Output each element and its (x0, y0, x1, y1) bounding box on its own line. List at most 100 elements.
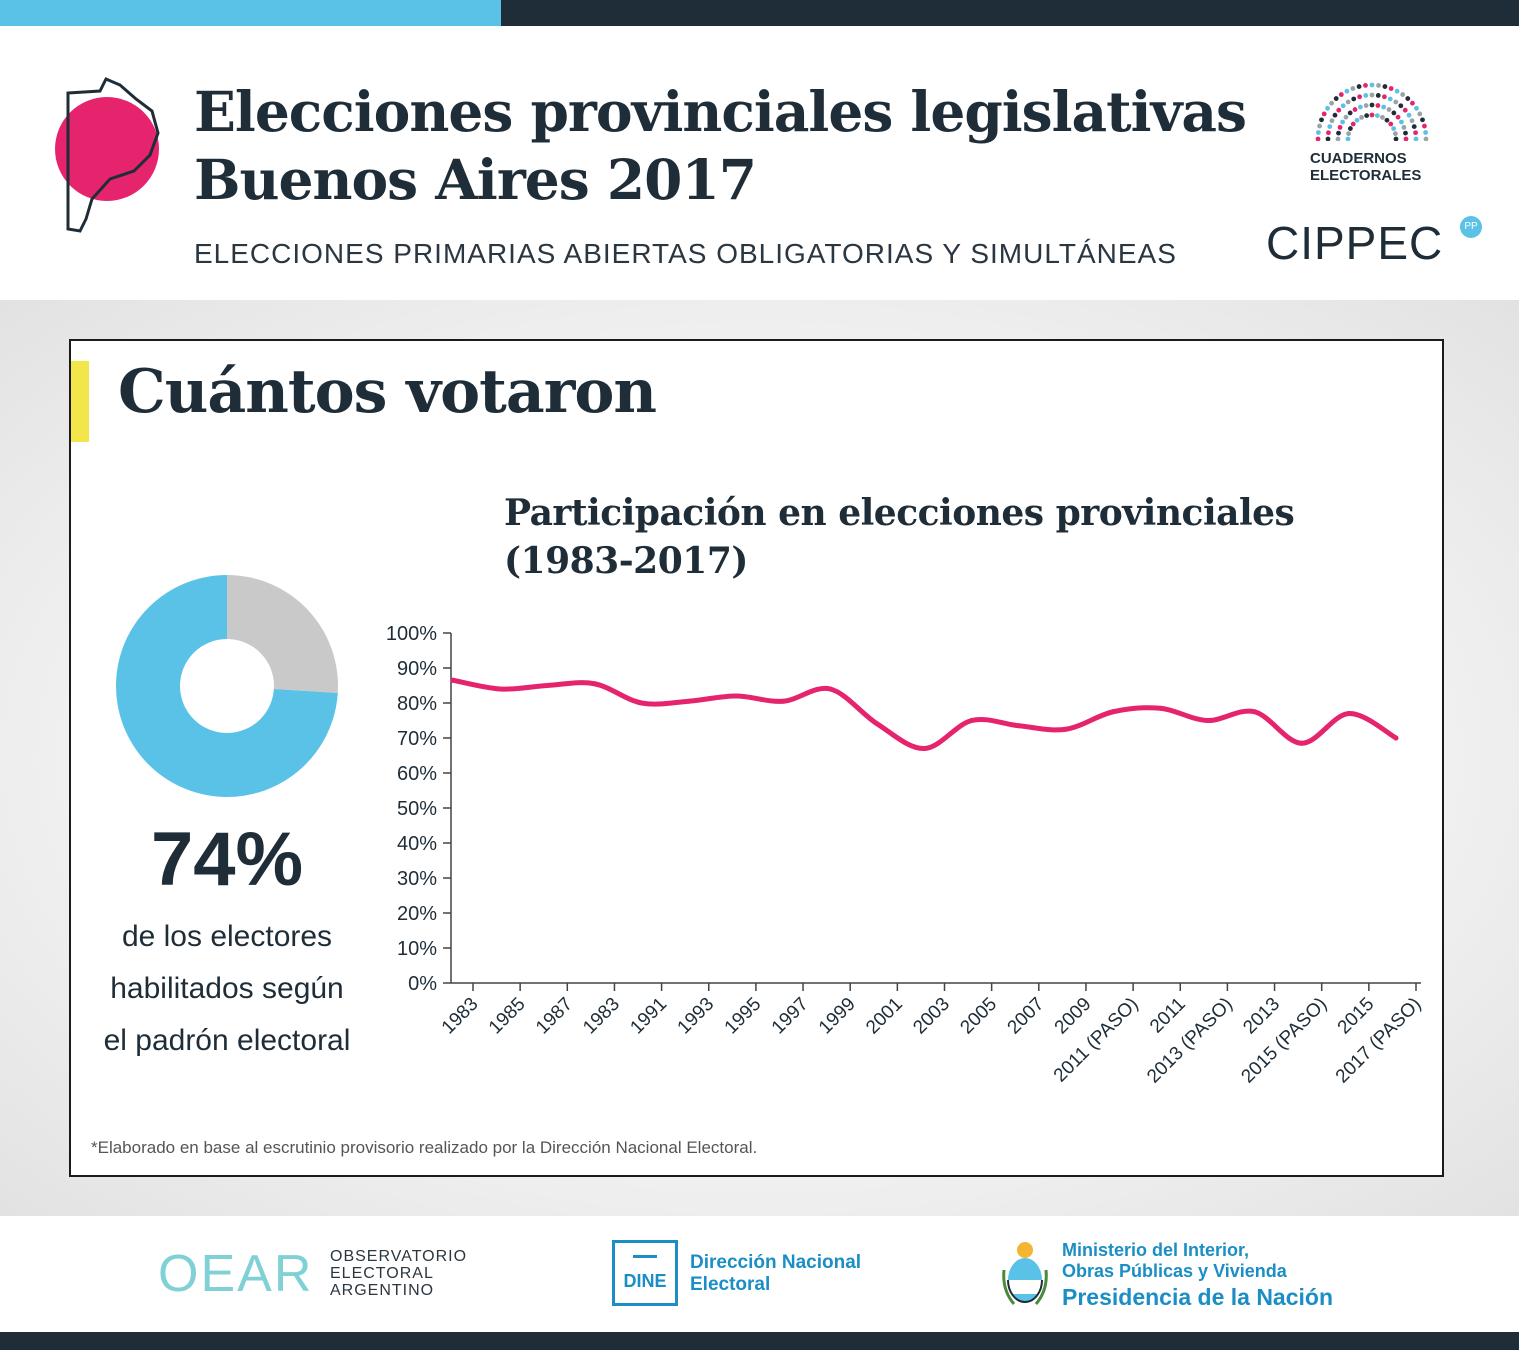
y-tick-label: 90% (397, 658, 437, 680)
oear-line-1: OBSERVATORIO (330, 1248, 468, 1265)
top-bar-light-segment (0, 0, 501, 26)
cuadernos-dot (1335, 136, 1341, 141)
national-shield-icon (1002, 1242, 1048, 1305)
cuadernos-dot (1374, 113, 1380, 119)
cuadernos-dot (1354, 117, 1360, 123)
dine-logo-text: DINE (623, 1271, 667, 1291)
data-point (1110, 709, 1116, 715)
cuadernos-dot (1352, 107, 1358, 112)
data-point (969, 718, 975, 723)
cuadernos-dot (1325, 105, 1330, 111)
x-tick-label: 2011 (PASO) (1050, 994, 1143, 1087)
cuadernos-dot (1343, 114, 1349, 120)
cippec-badge-icon: PP (1460, 216, 1482, 238)
cuadernos-dot (1393, 136, 1399, 141)
cuadernos-dot (1363, 103, 1369, 108)
data-point (1016, 723, 1022, 729)
cuadernos-dot (1357, 104, 1363, 110)
y-tick-label: 50% (397, 798, 437, 820)
data-point (1204, 718, 1210, 723)
x-tick-label: 2011 (1146, 994, 1190, 1038)
cuadernos-dot (1388, 86, 1394, 91)
cuadernos-dot (1346, 131, 1352, 137)
page-subtitle: ELECCIONES PRIMARIAS ABIERTAS OBLIGATORI… (194, 238, 1177, 269)
cuadernos-dot (1375, 93, 1381, 98)
cuadernos-dot (1326, 130, 1331, 136)
cuadernos-dot (1382, 84, 1388, 89)
cuadernos-dot (1350, 86, 1356, 91)
turnout-description: de los electores habilitados según el pa… (71, 911, 383, 1067)
cuadernos-dot (1340, 119, 1345, 125)
oear-line-2: ELECTORAL (330, 1265, 434, 1282)
oear-logo: OEAR (158, 1245, 314, 1303)
data-point (1299, 740, 1305, 746)
cuadernos-dot (1409, 118, 1415, 124)
cuadernos-dot (1405, 96, 1411, 101)
dine-wordmark: Dirección Nacional Electoral (690, 1252, 861, 1296)
content-card: Cuántos votaron 74% de los electores hab… (69, 339, 1444, 1177)
cuadernos-dot (1420, 117, 1425, 123)
cuadernos-dot (1381, 94, 1387, 100)
cuadernos-dot (1329, 100, 1334, 106)
buenos-aires-province-icon (55, 77, 160, 233)
x-tick-label: 2017 (PASO) (1332, 994, 1426, 1088)
page-title-line-2: Buenos Aires 2017 (194, 147, 757, 212)
data-point (497, 686, 503, 692)
participation-series-line (450, 677, 1399, 752)
x-tick-label: 2007 (1004, 994, 1049, 1039)
data-point (1393, 735, 1399, 741)
chart-title-line-1: Participación en elecciones provinciales (504, 492, 1295, 534)
cuadernos-dot (1411, 124, 1417, 130)
cuadernos-dot (1364, 113, 1370, 119)
turnout-desc-line-1: de los electores (121, 920, 333, 953)
x-tick-label: 2015 (PASO) (1237, 994, 1331, 1088)
cuadernos-dot (1338, 92, 1344, 97)
cuadernos-electorales-wordmark: CUADERNOS ELECTORALES (1310, 150, 1445, 184)
cuadernos-electorales-logo (1315, 82, 1429, 141)
data-point (874, 721, 880, 727)
y-tick-label: 10% (397, 938, 437, 960)
cuadernos-dot (1386, 107, 1392, 112)
x-tick-label: 1993 (674, 994, 719, 1039)
dine-line-2: Electoral (690, 1274, 771, 1295)
cuadernos-dot (1369, 92, 1375, 98)
cuadernos-line-2: ELECTORALES (1310, 167, 1422, 184)
cuadernos-dot (1413, 136, 1419, 141)
cuadernos-dot (1351, 96, 1357, 102)
cuadernos-dot (1414, 105, 1419, 111)
x-tick-label: 1985 (485, 994, 530, 1039)
cuadernos-dot (1401, 124, 1407, 130)
cuadernos-dot (1403, 130, 1408, 136)
data-point (544, 683, 550, 688)
cuadernos-dot (1395, 114, 1401, 120)
turnout-desc-line-2: habilitados según (110, 972, 344, 1005)
cuadernos-dot (1393, 99, 1399, 105)
x-tick-label: 1987 (532, 994, 577, 1039)
x-tick-label: 2001 (862, 994, 907, 1039)
cuadernos-dot (1423, 136, 1429, 141)
footer-logos: OEAR OBSERVATORIO ELECTORAL ARGENTINO DI… (0, 1216, 1519, 1332)
cuadernos-dot (1422, 123, 1427, 129)
turnout-percentage: 74% (150, 817, 304, 902)
cuadernos-dot (1363, 93, 1369, 98)
cuadernos-dot (1380, 114, 1385, 120)
cuadernos-dot (1336, 130, 1341, 136)
cuadernos-dot (1325, 136, 1331, 141)
cuadernos-dot (1388, 121, 1394, 127)
bottom-color-bar (0, 1332, 1519, 1350)
cuadernos-dot (1315, 136, 1321, 141)
cuadernos-dot (1398, 103, 1404, 109)
data-point (780, 698, 786, 704)
cuadernos-dot (1384, 117, 1390, 123)
data-point (733, 693, 739, 699)
donut-hole (180, 639, 274, 733)
cuadernos-dot (1369, 82, 1375, 88)
ministry-line-1: Ministerio del Interior, (1062, 1240, 1250, 1260)
chart-title-line-2: (1983-2017) (504, 540, 748, 582)
header: Elecciones provinciales legislativas Bue… (0, 26, 1519, 300)
cuadernos-dot (1336, 107, 1342, 113)
data-point (1252, 709, 1258, 715)
cuadernos-dot (1400, 92, 1406, 97)
dine-line-1: Dirección Nacional (690, 1252, 862, 1273)
cuadernos-dot (1417, 111, 1423, 117)
